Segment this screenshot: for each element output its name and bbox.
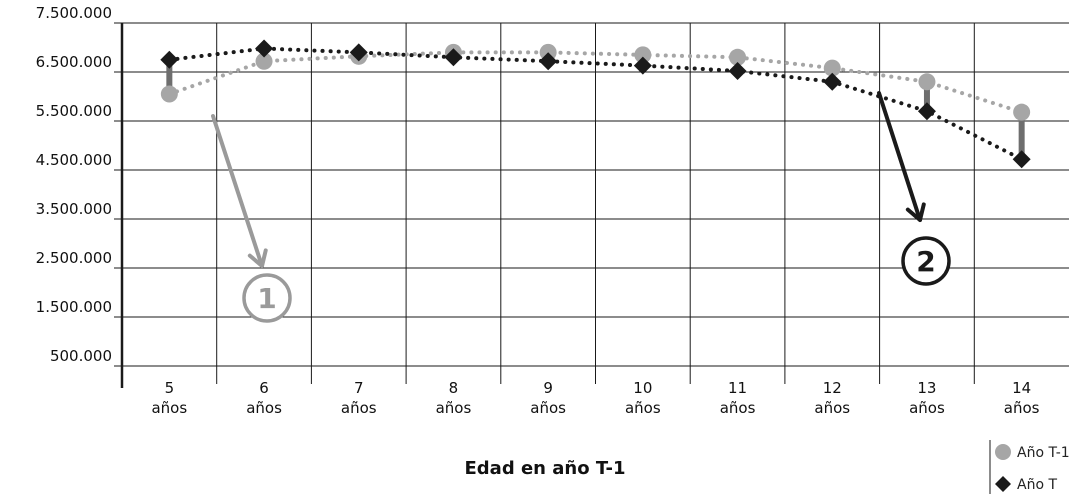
point-ano-t-1: [1013, 103, 1031, 121]
y-tick-label: 3.500.000: [36, 200, 112, 218]
point-ano-t: [255, 39, 274, 58]
x-tick-unit: años: [341, 399, 377, 417]
point-ano-t: [160, 50, 179, 69]
point-ano-t: [1012, 150, 1031, 169]
callout-2-arrow: [877, 91, 922, 222]
callout-2-arrow-head: [905, 202, 926, 222]
y-axis: 7.500.000 6.500.000 5.500.000 4.500.000 3.50…: [36, 4, 112, 365]
y-tick-label: 7.500.000: [36, 4, 112, 22]
point-ano-t-1: [255, 52, 273, 70]
callout-1-badge-label: 1: [257, 282, 276, 315]
x-tick-unit: años: [720, 399, 756, 417]
point-ano-t: [444, 48, 463, 67]
y-tick-label: 2.500.000: [36, 249, 112, 267]
y-tick-label: 500.000: [50, 347, 112, 365]
x-tick-unit: años: [530, 399, 566, 417]
x-tick-unit: años: [1004, 399, 1040, 417]
point-ano-t: [633, 56, 652, 75]
x-tick-number: 12: [823, 379, 842, 397]
x-tick-unit: años: [151, 399, 187, 417]
x-axis: 5 años 6 años 7 años 8 años 9 años 10 años 11 años 12 a…: [151, 379, 1039, 417]
point-ano-t-1: [634, 46, 652, 64]
callout-1-badge: [242, 273, 292, 323]
legend-swatch-ano-t: [995, 476, 1011, 492]
point-ano-t: [728, 62, 747, 81]
y-tick-label: 1.500.000: [36, 298, 112, 316]
callout-2-badge-label: 2: [916, 245, 935, 278]
callout-2-badge: [901, 236, 951, 286]
legend-label-ano-t: Año T: [1017, 477, 1057, 493]
point-ano-t: [539, 52, 558, 71]
x-tick-unit: años: [814, 399, 850, 417]
callout-1-arrow-head: [247, 248, 268, 268]
point-ano-t-1: [918, 73, 936, 91]
x-tick-unit: años: [436, 399, 472, 417]
point-ano-t-1: [160, 85, 178, 103]
x-tick-unit: años: [909, 399, 945, 417]
point-ano-t: [349, 43, 368, 62]
x-tick-number: 10: [633, 379, 652, 397]
x-tick-number: 14: [1012, 379, 1031, 397]
x-axis-title: Edad en año T-1: [465, 458, 626, 479]
legend: Año T-1 Año T: [989, 440, 1069, 494]
series-markers: [160, 39, 1031, 169]
x-tick-number: 8: [449, 379, 459, 397]
callouts: 12: [211, 91, 951, 323]
point-ano-t: [823, 72, 842, 91]
y-tick-label: 6.500.000: [36, 53, 112, 71]
x-tick-number: 9: [543, 379, 553, 397]
grid: [114, 22, 1069, 388]
x-tick-number: 13: [917, 379, 936, 397]
y-tick-label: 4.500.000: [36, 151, 112, 169]
legend-label-ano-t-1: Año T-1: [1017, 445, 1069, 461]
x-tick-unit: años: [625, 399, 661, 417]
x-tick-number: 7: [354, 379, 364, 397]
series-line-ano-t-1: [167, 50, 1024, 115]
point-ano-t: [917, 102, 936, 121]
legend-swatch-ano-t-1: [995, 444, 1011, 460]
x-tick-number: 11: [728, 379, 747, 397]
y-tick-label: 5.500.000: [36, 102, 112, 120]
x-tick-unit: años: [246, 399, 282, 417]
x-tick-number: 5: [165, 379, 175, 397]
point-ano-t-1: [729, 48, 747, 66]
callout-1-arrow: [211, 114, 264, 268]
x-tick-number: 6: [259, 379, 269, 397]
point-ano-t-1: [823, 59, 841, 77]
